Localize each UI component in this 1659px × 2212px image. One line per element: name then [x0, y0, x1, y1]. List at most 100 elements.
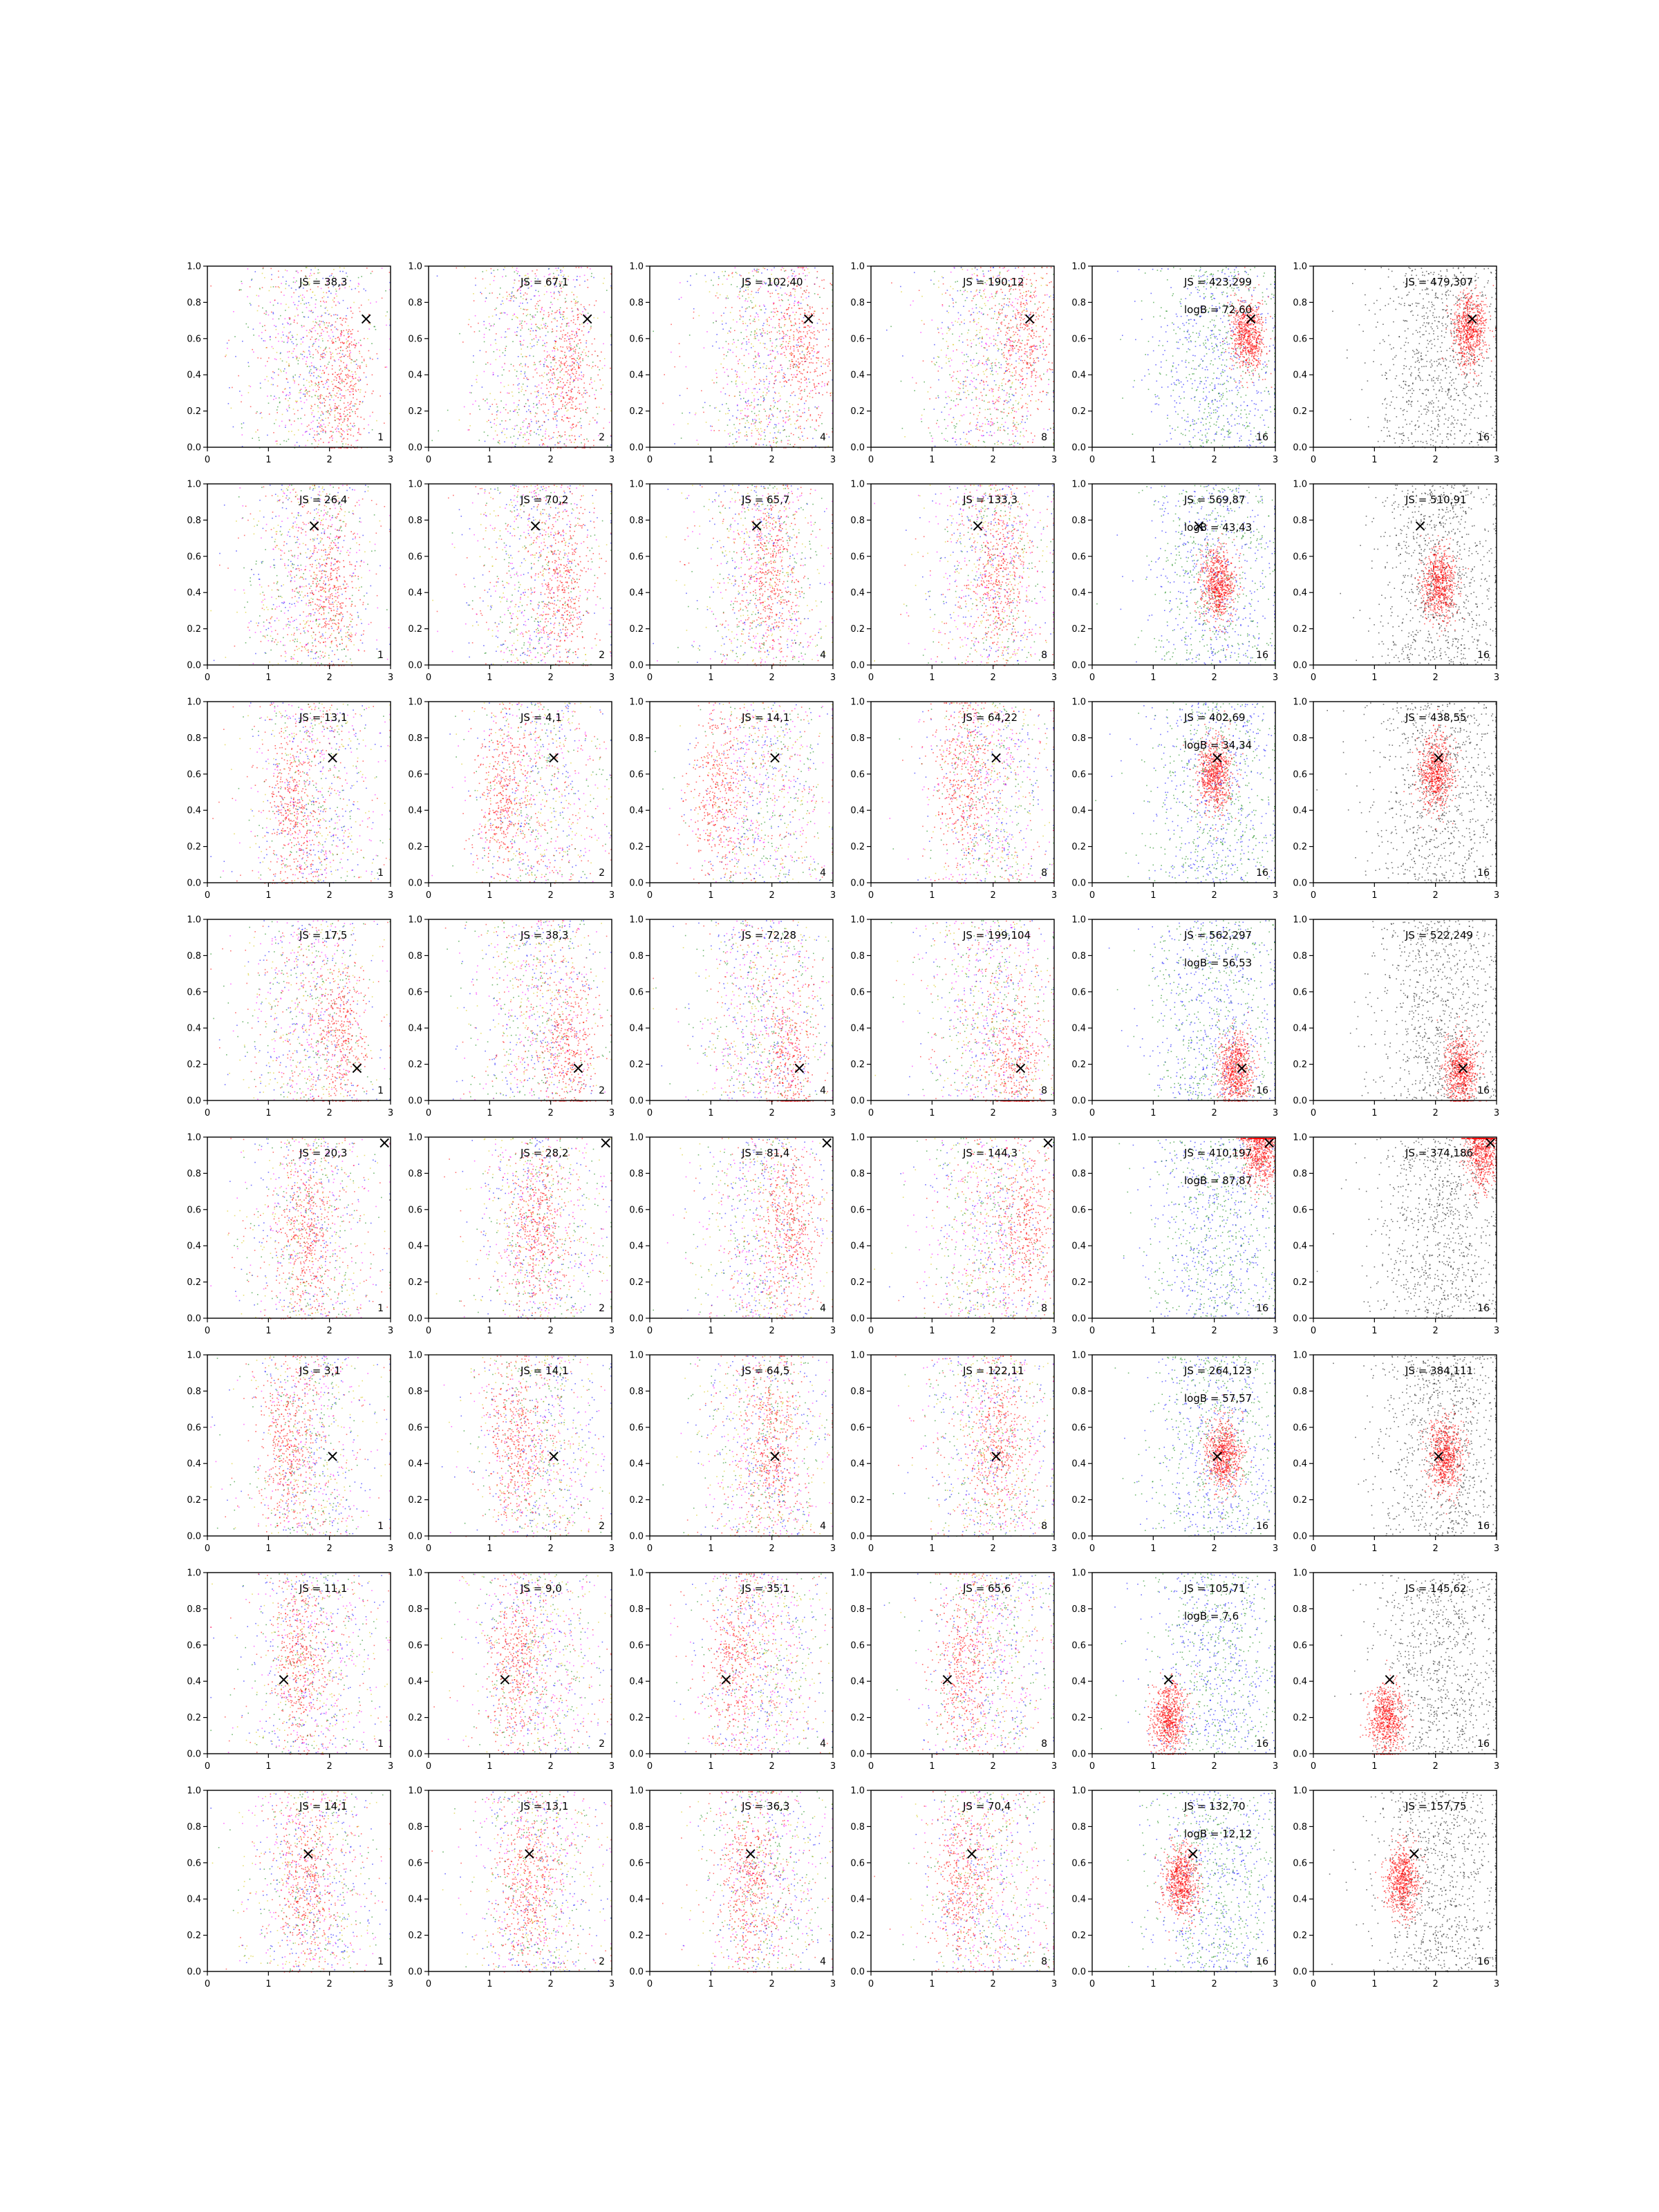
- data-point: [282, 341, 283, 342]
- data-point: [264, 325, 265, 326]
- data-point: [301, 423, 303, 424]
- data-point: [250, 303, 251, 304]
- cluster-point: [348, 402, 349, 404]
- data-point: [305, 387, 306, 388]
- data-point: [336, 431, 337, 432]
- data-point: [320, 424, 321, 426]
- data-point: [469, 429, 470, 431]
- cluster-point: [340, 333, 341, 335]
- cluster-point: [339, 431, 340, 433]
- data-point: [346, 342, 348, 344]
- data-point: [364, 338, 365, 339]
- data-point: [337, 329, 339, 330]
- data-point: [328, 362, 330, 363]
- data-point: [286, 394, 288, 395]
- data-point: [346, 429, 348, 431]
- cluster-point: [331, 341, 332, 342]
- data-point: [317, 350, 319, 352]
- cluster-point: [346, 330, 348, 331]
- cluster-point: [338, 387, 339, 388]
- data-point: [372, 271, 373, 272]
- data-point: [261, 358, 262, 359]
- data-point: [276, 329, 277, 330]
- data-point: [332, 341, 334, 343]
- data-point: [377, 358, 379, 359]
- data-point: [310, 375, 312, 377]
- data-point: [333, 336, 335, 337]
- data-point: [326, 307, 327, 308]
- cluster-point: [344, 413, 345, 415]
- data-point: [332, 353, 333, 354]
- cluster-point: [346, 365, 348, 366]
- data-point: [309, 433, 310, 435]
- data-point: [265, 310, 267, 312]
- data-point: [229, 387, 230, 388]
- data-point: [307, 393, 308, 395]
- cluster-point: [342, 371, 344, 372]
- cluster-point: [327, 388, 328, 390]
- data-point: [298, 418, 299, 420]
- data-point: [355, 288, 356, 290]
- data-point: [304, 356, 306, 357]
- cluster-point: [359, 368, 361, 369]
- data-point: [293, 281, 294, 283]
- data-point: [295, 401, 297, 402]
- data-point: [321, 315, 323, 317]
- data-point: [280, 353, 281, 355]
- data-point: [317, 431, 318, 433]
- data-point: [321, 395, 323, 397]
- data-point: [307, 426, 308, 427]
- data-point: [294, 420, 295, 422]
- data-point: [270, 395, 272, 397]
- data-point: [312, 410, 314, 411]
- data-point: [285, 288, 286, 290]
- cluster-point: [332, 384, 334, 385]
- data-point: [288, 285, 290, 287]
- data-point: [337, 318, 338, 319]
- data-point: [312, 354, 314, 355]
- cluster-point: [358, 428, 359, 429]
- cluster-point: [327, 411, 328, 412]
- data-point: [312, 321, 314, 323]
- data-point: [287, 411, 288, 412]
- cluster-point: [355, 411, 356, 413]
- data-point: [315, 341, 317, 342]
- cluster-point: [355, 377, 357, 379]
- data-point: [262, 273, 263, 274]
- data-point: [228, 403, 229, 404]
- cluster-point: [315, 383, 317, 384]
- data-point: [341, 395, 343, 397]
- data-point: [306, 307, 308, 308]
- cluster-point: [350, 375, 351, 377]
- data-point: [311, 297, 312, 299]
- data-point: [308, 391, 309, 393]
- data-point: [307, 366, 308, 368]
- data-point: [322, 413, 324, 414]
- data-point: [287, 351, 288, 353]
- cluster-point: [348, 444, 349, 446]
- data-point: [352, 411, 353, 413]
- data-point: [248, 366, 250, 367]
- data-point: [276, 409, 278, 411]
- data-point: [352, 426, 353, 427]
- data-point: [339, 271, 341, 272]
- cluster-point: [355, 413, 356, 415]
- data-point: [271, 274, 272, 276]
- cluster-point: [349, 357, 350, 359]
- data-point: [309, 371, 310, 372]
- cluster-point: [330, 411, 332, 413]
- data-point: [360, 434, 362, 435]
- data-point: [283, 371, 285, 372]
- data-point: [348, 375, 349, 377]
- data-point: [304, 415, 306, 416]
- data-point: [262, 308, 263, 309]
- cluster-point: [324, 366, 326, 367]
- data-point: [285, 304, 287, 306]
- data-point: [309, 373, 310, 374]
- data-point: [320, 347, 321, 348]
- data-point: [357, 399, 358, 400]
- data-point: [265, 314, 267, 315]
- data-point: [299, 296, 300, 297]
- data-point: [311, 422, 312, 424]
- data-point: [370, 357, 371, 358]
